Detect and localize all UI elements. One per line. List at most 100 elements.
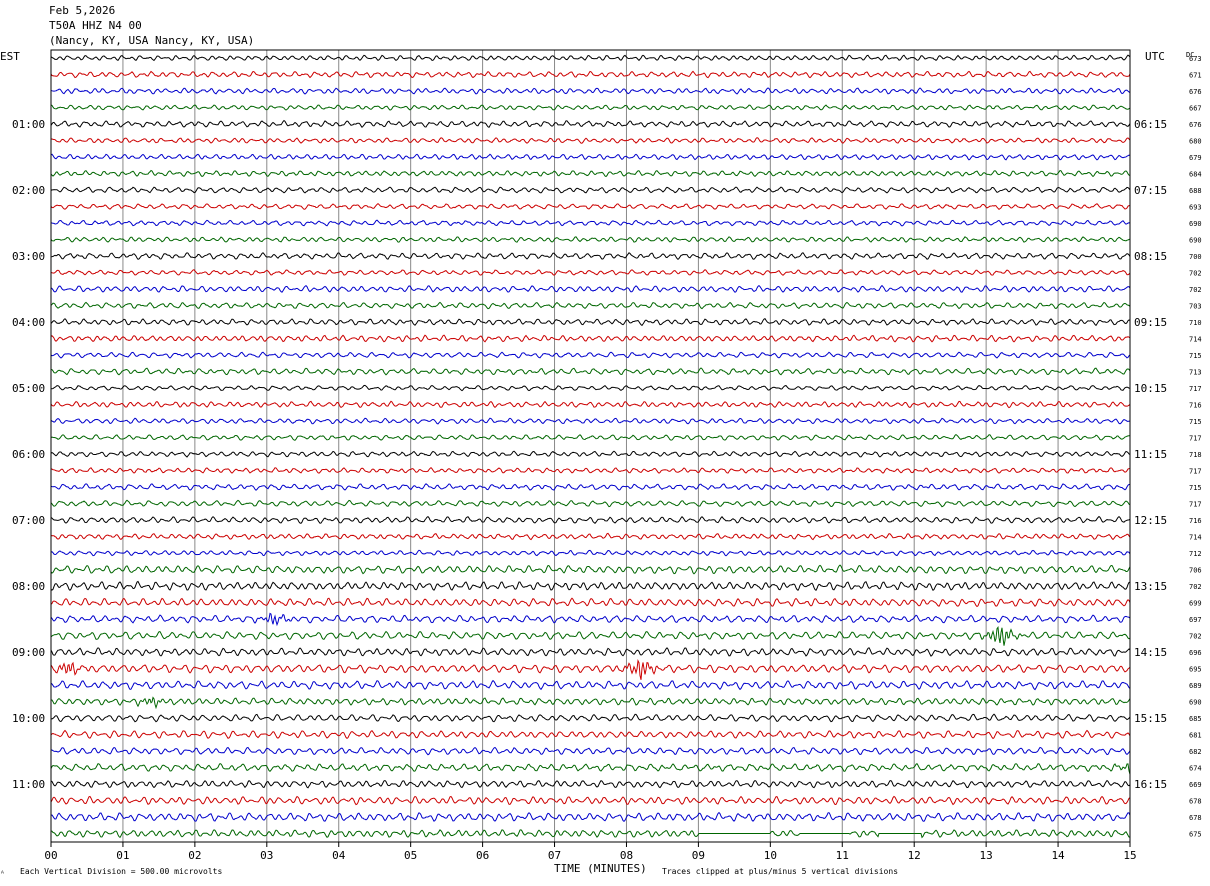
dc-offset-value: 715 [1189, 352, 1202, 360]
dc-offset-value: 717 [1189, 435, 1202, 443]
dc-offset-value: 696 [1189, 649, 1202, 657]
trace-line-30 [50, 532, 1131, 541]
left-hour-label: 11:00 [12, 778, 45, 791]
trace-line-38 [50, 658, 1131, 680]
x-tick-label: 06 [476, 849, 489, 862]
plot-date: Feb 5,2026 [49, 4, 116, 17]
right-hour-label: 09:15 [1134, 316, 1167, 329]
trace-line-32 [50, 564, 1131, 575]
trace-line-31 [50, 549, 1131, 557]
trace-line-8 [50, 169, 1131, 178]
trace-line-10 [50, 203, 1131, 211]
plot-frame [50, 49, 1131, 843]
trace-line-39 [50, 679, 1131, 691]
dc-offset-value: 681 [1189, 732, 1202, 740]
dc-offset-value: 684 [1189, 171, 1202, 179]
trace-line-1 [50, 54, 1131, 62]
trace-line-15 [50, 284, 1131, 293]
left-hour-label: 08:00 [12, 580, 45, 593]
dc-offset-value: 688 [1189, 187, 1202, 195]
right-hour-label: 12:15 [1134, 514, 1167, 527]
right-hour-labels: 06:15 07:15 08:15 09:15 10:15 11:15 12:15 13:15… [1134, 118, 1167, 791]
dc-offset-labels: 673 671 676 667 676 680 679 684 688 693 690 690 700 7… [1189, 55, 1202, 839]
x-tick-label: 03 [260, 849, 273, 862]
dc-offset-value: 693 [1189, 204, 1202, 212]
left-hour-label: 09:00 [12, 646, 45, 659]
right-hour-label: 15:15 [1134, 712, 1167, 725]
trace-line-18 [50, 334, 1131, 343]
dc-offset-value: 697 [1189, 616, 1202, 624]
x-tick-label: 14 [1051, 849, 1065, 862]
trace-line-34 [50, 597, 1131, 608]
trace-line-44 [50, 763, 1131, 775]
dc-offset-value: 712 [1189, 550, 1202, 558]
dc-offset-value: 689 [1189, 682, 1202, 690]
dc-offset-value: 690 [1189, 237, 1202, 245]
trace-line-25 [50, 450, 1131, 458]
left-hour-label: 05:00 [12, 382, 45, 395]
left-timezone-label: EST [0, 50, 20, 63]
dc-offset-value: 690 [1189, 220, 1202, 228]
x-tick-label: 05 [404, 849, 417, 862]
trace-line-21 [50, 384, 1131, 392]
trace-line-9 [50, 186, 1131, 194]
x-tick-label: 08 [620, 849, 633, 862]
dc-offset-value: 682 [1189, 748, 1202, 756]
right-hour-label: 10:15 [1134, 382, 1167, 395]
trace-line-43 [50, 746, 1131, 756]
dc-offset-value: 702 [1189, 583, 1202, 591]
trace-line-41 [50, 713, 1131, 723]
dc-offset-value: 690 [1189, 699, 1202, 707]
dc-offset-value: 702 [1189, 286, 1202, 294]
dc-offset-value: 702 [1189, 270, 1202, 278]
trace-line-22 [50, 400, 1131, 409]
trace-line-3 [50, 87, 1131, 95]
dc-offset-value: 695 [1189, 666, 1202, 674]
dc-offset-value: 680 [1189, 138, 1202, 146]
dc-offset-value: 700 [1189, 253, 1202, 261]
trace-line-33 [50, 580, 1131, 592]
trace-line-2 [50, 70, 1131, 79]
corner-mark: ᴬ [0, 869, 5, 878]
trace-line-7 [50, 153, 1131, 161]
left-hour-label: 04:00 [12, 316, 45, 329]
x-axis-label: TIME (MINUTES) [554, 862, 647, 875]
x-tick-labels: 00 01 02 03 04 05 06 07 08 09 10 11 12 13 14 15 [44, 842, 1137, 862]
minute-grid [122, 50, 1059, 842]
dc-offset-value: 714 [1189, 534, 1202, 542]
trace-line-16 [50, 301, 1131, 310]
dc-offset-value: 675 [1189, 831, 1202, 839]
right-hour-label: 06:15 [1134, 118, 1167, 131]
trace-line-27 [50, 483, 1131, 491]
dc-offset-value: 717 [1189, 385, 1202, 393]
trace-line-36 [50, 626, 1131, 646]
dc-offset-value: 671 [1189, 72, 1202, 80]
trace-line-6 [50, 137, 1131, 144]
dc-offset-value: 716 [1189, 517, 1202, 525]
right-hour-label: 16:15 [1134, 778, 1167, 791]
dc-offset-value: 699 [1189, 600, 1202, 608]
x-tick-label: 01 [116, 849, 129, 862]
dc-offset-value: 716 [1189, 402, 1202, 410]
seismic-traces [50, 54, 1131, 839]
right-hour-label: 08:15 [1134, 250, 1167, 263]
dc-offset-value: 703 [1189, 303, 1202, 311]
dc-offset-value: 674 [1189, 765, 1202, 773]
dc-offset-value: 676 [1189, 121, 1202, 129]
dc-offset-value: 669 [1189, 781, 1202, 789]
x-tick-label: 12 [908, 849, 921, 862]
left-hour-label: 10:00 [12, 712, 45, 725]
dc-column-label: DC [1186, 51, 1194, 59]
dc-offset-value: 702 [1189, 633, 1202, 641]
dc-offset-value: 685 [1189, 715, 1202, 723]
trace-line-12 [50, 236, 1131, 243]
dc-offset-value: 717 [1189, 468, 1202, 476]
right-hour-label: 11:15 [1134, 448, 1167, 461]
dc-offset-value: 673 [1189, 55, 1202, 63]
dc-offset-value: 713 [1189, 369, 1202, 377]
scale-note: Each Vertical Division = 500.00 microvol… [20, 867, 223, 876]
dc-offset-value: 679 [1189, 154, 1202, 162]
dc-offset-value: 710 [1189, 319, 1202, 327]
right-hour-label: 07:15 [1134, 184, 1167, 197]
